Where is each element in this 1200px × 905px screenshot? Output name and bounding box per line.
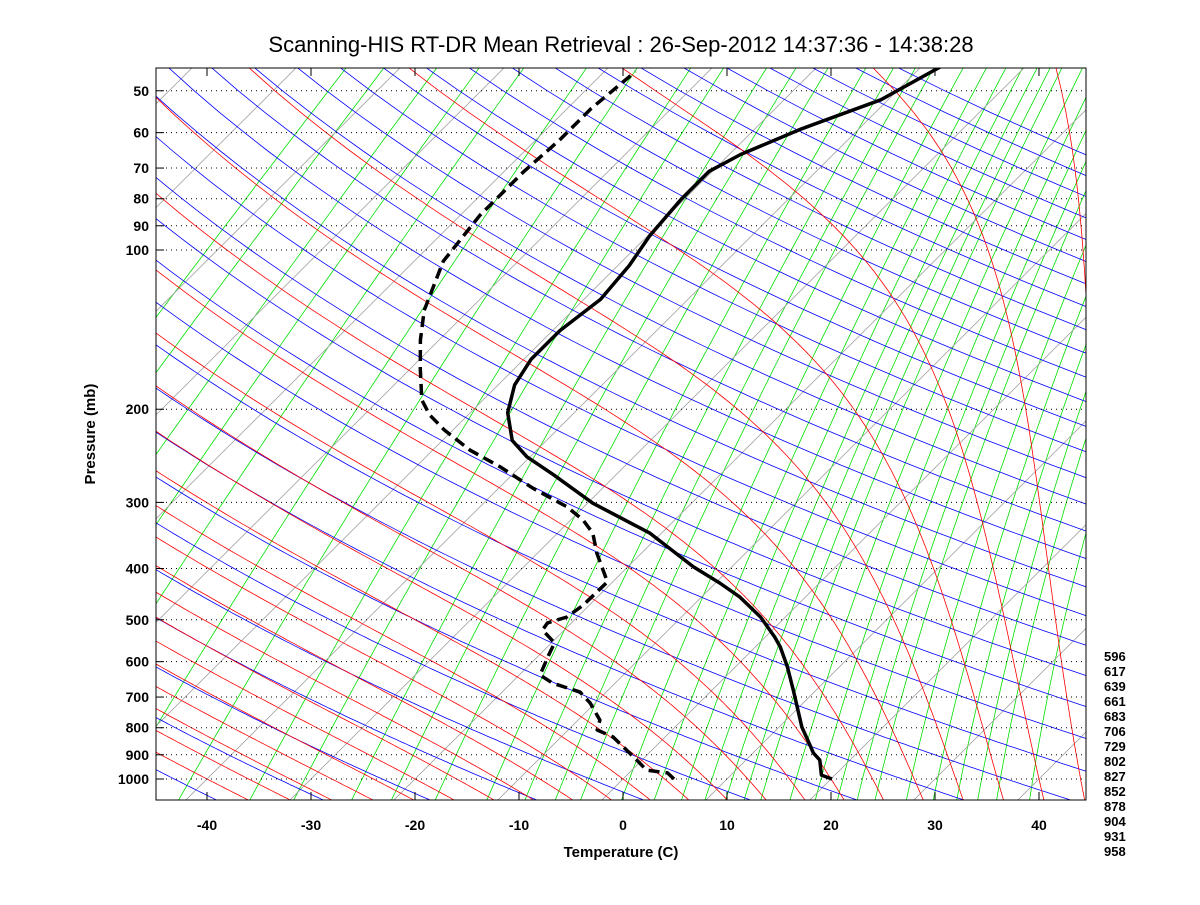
y-tick-label: 90 <box>133 218 149 234</box>
right-pressure-label: 639 <box>1104 679 1126 694</box>
y-tick-label: 600 <box>126 654 150 670</box>
y-tick-label: 50 <box>133 83 149 99</box>
right-pressure-label: 852 <box>1104 784 1126 799</box>
x-tick-label: 20 <box>823 817 839 833</box>
right-pressure-label: 878 <box>1104 799 1126 814</box>
right-pressure-label: 827 <box>1104 769 1126 784</box>
right-pressure-label: 729 <box>1104 739 1126 754</box>
y-tick-label: 100 <box>126 242 150 258</box>
x-tick-label: -20 <box>405 817 425 833</box>
y-tick-label: 900 <box>126 747 150 763</box>
right-pressure-labels: 5966176396616837067298028278528789049319… <box>1104 649 1126 859</box>
y-tick-label: 800 <box>126 720 150 736</box>
right-pressure-label: 802 <box>1104 754 1126 769</box>
y-tick-label: 400 <box>126 560 150 576</box>
y-tick-label: 700 <box>126 689 150 705</box>
y-tick-label: 80 <box>133 191 149 207</box>
y-tick-label: 70 <box>133 160 149 176</box>
x-tick-label: 40 <box>1031 817 1047 833</box>
x-tick-label: 0 <box>619 817 627 833</box>
x-tick-label: -10 <box>509 817 529 833</box>
x-tick-label: 30 <box>927 817 943 833</box>
x-tick-label: -40 <box>197 817 217 833</box>
right-pressure-label: 904 <box>1104 814 1126 829</box>
right-pressure-label: 931 <box>1104 829 1126 844</box>
y-tick-label: 300 <box>126 494 150 510</box>
y-axis-label: Pressure (mb) <box>82 384 99 485</box>
y-tick-label: 200 <box>126 401 150 417</box>
y-tick-label: 1000 <box>118 771 149 787</box>
right-pressure-label: 683 <box>1104 709 1126 724</box>
y-tick-label: 500 <box>126 612 150 628</box>
x-tick-label: -30 <box>301 817 321 833</box>
chart-title: Scanning-HIS RT-DR Mean Retrieval : 26-S… <box>268 32 973 57</box>
x-tick-label: 10 <box>719 817 735 833</box>
right-pressure-label: 661 <box>1104 694 1126 709</box>
right-pressure-label: 958 <box>1104 844 1126 859</box>
y-tick-label: 60 <box>133 125 149 141</box>
right-pressure-label: 596 <box>1104 649 1126 664</box>
right-pressure-label: 617 <box>1104 664 1126 679</box>
right-pressure-label: 706 <box>1104 724 1126 739</box>
x-axis-label: Temperature (C) <box>564 844 679 861</box>
